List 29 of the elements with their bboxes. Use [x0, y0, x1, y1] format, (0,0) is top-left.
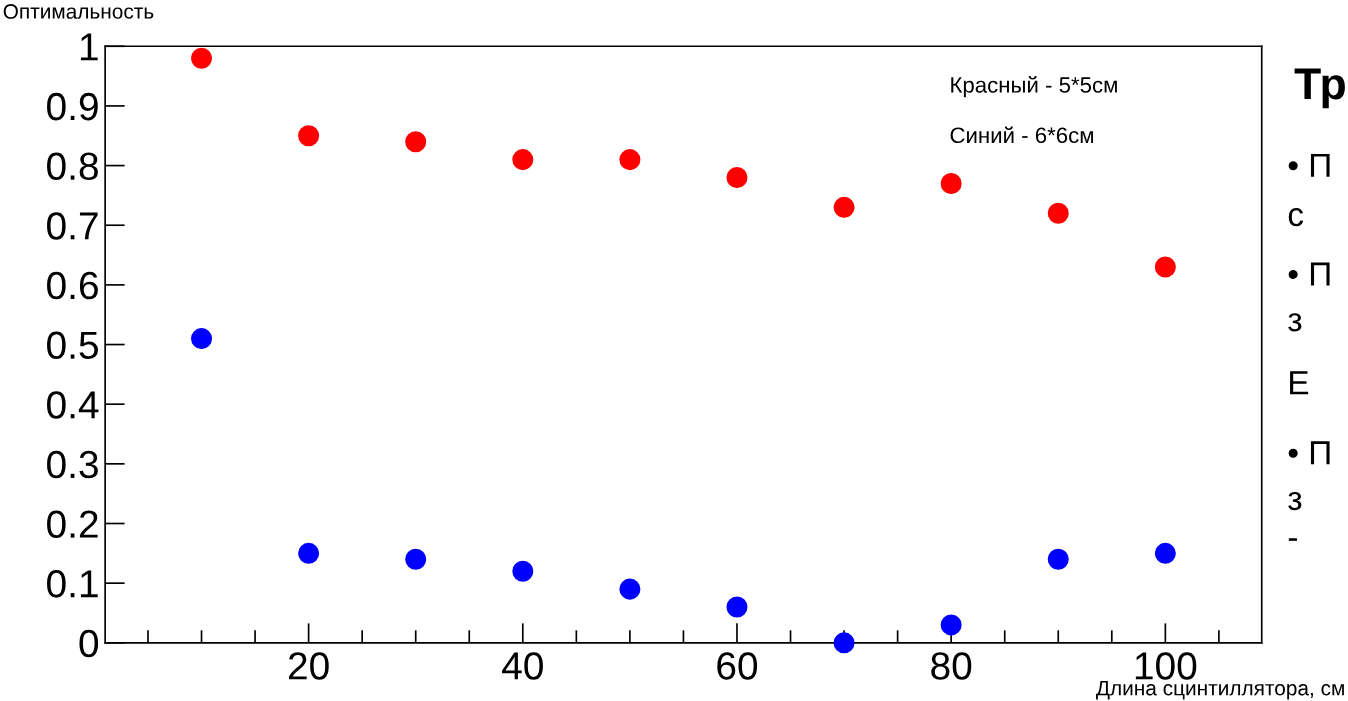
y-tick-label: 0.6 — [47, 271, 98, 300]
text: • П — [1288, 262, 1330, 286]
text: • П — [1288, 441, 1330, 465]
y-tick-label: 0.9 — [47, 92, 98, 121]
y-tick-label: 0.1 — [47, 570, 98, 598]
y-axis-title: Оптимальность — [3, 4, 154, 19]
text: - — [1288, 538, 1297, 541]
x-tick-label: 80 — [931, 652, 972, 680]
y-tick-label: 0.2 — [47, 510, 98, 538]
y-tick-label: 0.7 — [47, 212, 98, 240]
annotation: Синий - 6*6см — [950, 126, 1093, 144]
y-tick-label: 0.5 — [47, 331, 98, 360]
text: Тр — [1294, 68, 1345, 109]
y-tick-label: 0.4 — [47, 391, 99, 419]
text: с — [1288, 207, 1304, 227]
x-tick-label: 20 — [288, 652, 329, 680]
x-tick-label: 40 — [502, 652, 543, 680]
annotation: Красный - 5*5см — [951, 76, 1117, 98]
y-tick-label: 0 — [79, 629, 99, 658]
text: • П — [1288, 153, 1330, 177]
text: з — [1288, 491, 1302, 511]
x-axis-title: Длина сцинтиллятора, см — [1096, 680, 1344, 700]
y-tick-label: 0.3 — [47, 450, 98, 479]
y-tick-label: 0.8 — [47, 152, 98, 181]
x-tick-label: 60 — [717, 652, 758, 680]
text: з — [1288, 313, 1302, 332]
y-tick-label: 1 — [80, 33, 98, 61]
x-tick-label: 100 — [1135, 652, 1197, 680]
text: Е — [1290, 371, 1309, 395]
